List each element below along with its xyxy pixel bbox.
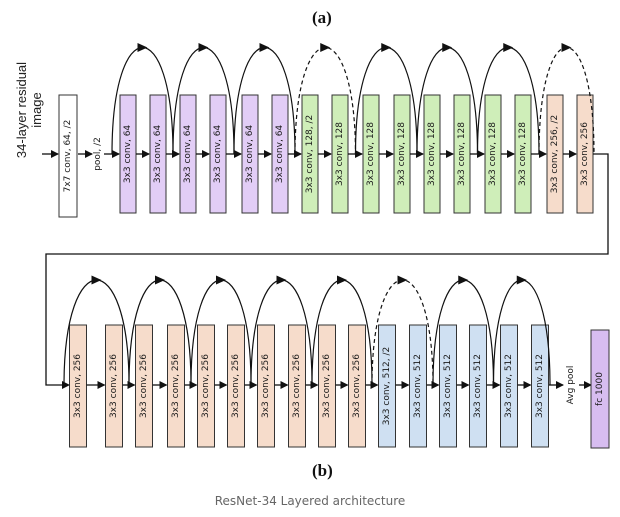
row2-block-12: 3x3 conv, 512 — [439, 324, 457, 448]
row2-skip-4-arrowhead — [337, 275, 347, 285]
row1-block-12-label: 3x3 conv, 128 — [457, 122, 467, 186]
row2-block-15: 3x3 conv, 512 — [531, 324, 549, 448]
row1-skip-0-arrowhead — [137, 43, 148, 52]
row1-skip-5-arrowhead — [442, 43, 453, 52]
row1-block-4-label: 3x3 conv, 64 — [213, 125, 223, 184]
row1-block-9-label: 3x3 conv, 128 — [366, 122, 376, 186]
panel-label-a: (a) — [312, 8, 332, 27]
row1-skip-4-arrowhead — [381, 43, 392, 52]
row1-block-7-label: 3x3 conv, 128, /2 — [305, 115, 315, 194]
row2-block-10-label: 3x3 conv, 512, /2 — [382, 347, 392, 426]
fc-block-label: fc 1000 — [595, 372, 605, 406]
row2-skip-5-arrowhead — [397, 275, 408, 285]
row2-block-5-label: 3x3 conv, 256 — [231, 354, 241, 418]
row1-skip-7-arrowhead — [561, 43, 572, 52]
row1-block-16-label: 3x3 conv, 256 — [580, 122, 590, 186]
row1-block-9: 3x3 conv, 128 — [362, 94, 380, 214]
row-connector — [45, 153, 609, 386]
row1-block-6-label: 3x3 conv, 64 — [275, 125, 285, 184]
row2-block-0-label: 3x3 conv, 256 — [73, 354, 83, 418]
row1-block-15: 3x3 conv, 256, /2 — [546, 94, 564, 214]
caption: ResNet-34 Layered architecture — [214, 494, 406, 508]
row1-block-14: 3x3 conv, 128 — [514, 94, 532, 214]
row2-block-14: 3x3 conv, 512 — [500, 324, 518, 448]
row2-block-10: 3x3 conv, 512, /2 — [378, 324, 396, 448]
row2-block-4-label: 3x3 conv, 256 — [201, 354, 211, 418]
row1-block-10: 3x3 conv, 128 — [393, 94, 411, 214]
row1-block-1-label: 3x3 conv, 64 — [123, 125, 133, 184]
row1-block-11-label: 3x3 conv, 128 — [427, 122, 437, 186]
row2-block-2-label: 3x3 conv, 256 — [139, 354, 149, 418]
row2-block-12-label: 3x3 conv, 512 — [443, 354, 453, 418]
row2-block-3-label: 3x3 conv, 256 — [171, 354, 181, 418]
row1-block-11: 3x3 conv, 128 — [423, 94, 441, 214]
row2-block-7: 3x3 conv, 256 — [288, 324, 306, 448]
row2-block-15-label: 3x3 conv, 512 — [535, 354, 545, 418]
row2-block-9: 3x3 conv, 256 — [348, 324, 366, 448]
row2-skip-6-arrowhead — [458, 275, 469, 285]
row1-block-3-label: 3x3 conv, 64 — [183, 125, 193, 184]
row2-skip-7-arrowhead — [516, 275, 527, 285]
row1-block-1: 3x3 conv, 64 — [119, 94, 137, 214]
row2-skip-2-arrowhead — [216, 275, 226, 285]
row2-block-4: 3x3 conv, 256 — [197, 324, 215, 448]
side-label: 34-layer residual image — [14, 60, 44, 160]
side-label-line-1: 34-layer residual — [14, 61, 29, 159]
row2-block-11: 3x3 conv, 512 — [409, 324, 427, 448]
row2-skip-3-arrowhead — [276, 275, 287, 285]
row2-block-9-label: 3x3 conv, 256 — [352, 354, 362, 418]
row1-block-16: 3x3 conv, 256 — [576, 94, 594, 214]
row2-block-2: 3x3 conv, 256 — [135, 324, 153, 448]
row2-block-1-label: 3x3 conv, 256 — [109, 354, 119, 418]
row1-block-13-label: 3x3 conv, 128 — [488, 122, 498, 186]
row1-layer: 7x7 conv, 64, /2 3x3 conv, 64 3x3 conv, 64… — [42, 43, 595, 218]
row1-block-2-label: 3x3 conv, 64 — [153, 125, 163, 184]
row2-block-7-label: 3x3 conv, 256 — [292, 354, 302, 418]
side-label-line-2: image — [29, 92, 44, 128]
row1-block-0: 7x7 conv, 64, /2 — [58, 94, 78, 218]
row1-block-10-label: 3x3 conv, 128 — [397, 122, 407, 186]
row2-block-1: 3x3 conv, 256 — [105, 324, 123, 448]
row2-block-13-label: 3x3 conv, 512 — [473, 354, 483, 418]
row2-block-14-label: 3x3 conv, 512 — [504, 354, 514, 418]
row2-skip-1-arrowhead — [155, 275, 165, 285]
row2-block-6: 3x3 conv, 256 — [257, 324, 275, 448]
row-connector-arrowhead — [62, 381, 70, 389]
row2-layer: 3x3 conv, 256 3x3 conv, 256 3x3 conv, 256 3… — [63, 275, 610, 449]
row2-block-8: 3x3 conv, 256 — [318, 324, 336, 448]
row1-block-5: 3x3 conv, 64 — [241, 94, 259, 214]
row1-block-2: 3x3 conv, 64 — [149, 94, 167, 214]
row2-block-6-label: 3x3 conv, 256 — [261, 354, 271, 418]
row2-block-13: 3x3 conv, 512 — [469, 324, 487, 448]
row2-block-3: 3x3 conv, 256 — [167, 324, 185, 448]
row2-skip-0-arrowhead — [91, 275, 102, 285]
row1-skip-3 — [294, 47, 357, 155]
row2-block-8-label: 3x3 conv, 256 — [322, 354, 332, 418]
row1-skip-6-arrowhead — [503, 43, 514, 52]
row2-block-0: 3x3 conv, 256 — [69, 324, 87, 448]
row1-skip-1-arrowhead — [198, 43, 209, 52]
row1-block-13: 3x3 conv, 128 — [484, 94, 502, 214]
connector-layer — [45, 153, 609, 389]
row1-block-3: 3x3 conv, 64 — [179, 94, 197, 214]
row1-block-5-label: 3x3 conv, 64 — [245, 125, 255, 184]
row2-block-11-label: 3x3 conv, 512 — [413, 354, 423, 418]
row1-block-7: 3x3 conv, 128, /2 — [301, 94, 319, 214]
row1-block-8-label: 3x3 conv, 128 — [335, 122, 345, 186]
fc-block: fc 1000 — [590, 329, 610, 449]
avg-pool-label: Avg pool — [566, 366, 576, 405]
row1-block-14-label: 3x3 conv, 128 — [518, 122, 528, 186]
row2-block-5: 3x3 conv, 256 — [227, 324, 245, 448]
row1-skip-3-arrowhead — [320, 43, 331, 52]
row1-block-0-label: 7x7 conv, 64, /2 — [63, 120, 73, 193]
row1-skip-2-arrowhead — [259, 43, 270, 52]
pool-label: pool, /2 — [93, 137, 103, 171]
row1-block-15-label: 3x3 conv, 256, /2 — [550, 115, 560, 194]
row1-block-6: 3x3 conv, 64 — [271, 94, 289, 214]
panel-label-b: (b) — [312, 461, 333, 480]
row1-block-4: 3x3 conv, 64 — [209, 94, 227, 214]
row1-block-8: 3x3 conv, 128 — [331, 94, 349, 214]
row1-block-12: 3x3 conv, 128 — [453, 94, 471, 214]
